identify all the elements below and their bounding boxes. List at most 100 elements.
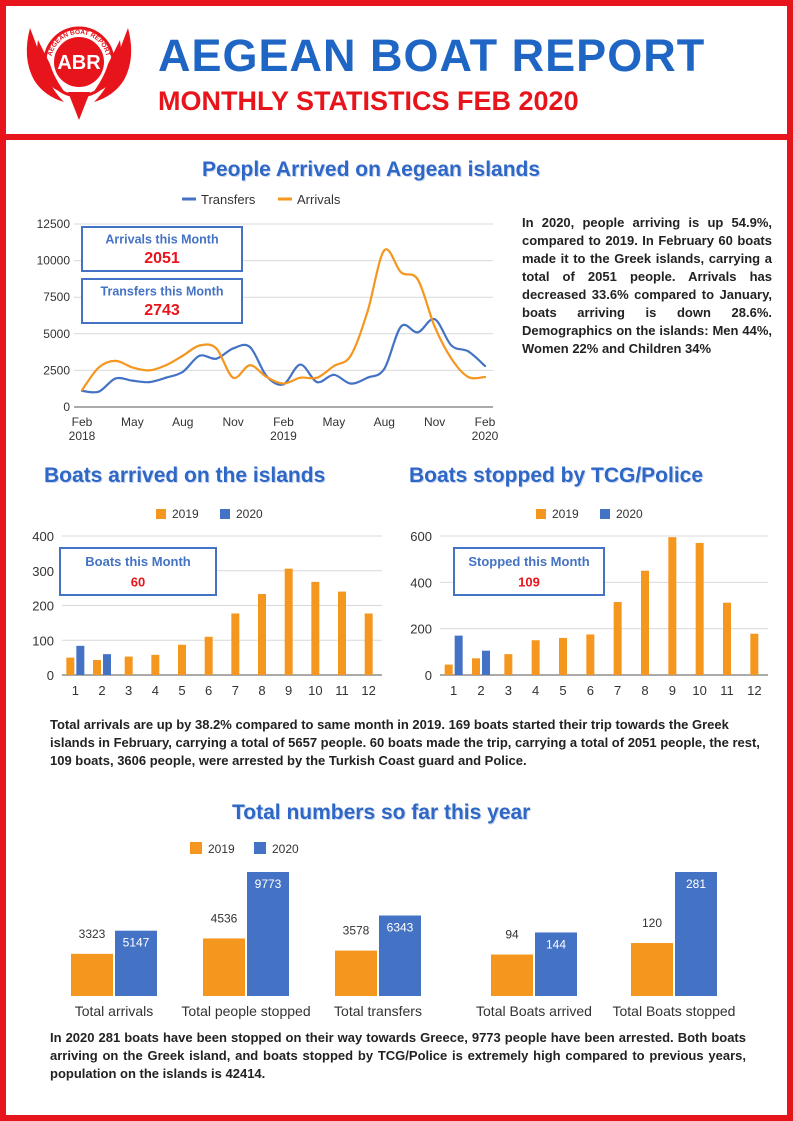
- legend-swatch-2020: [600, 509, 610, 519]
- bar-2019-month-4: [151, 654, 160, 675]
- bar-2020-total-transfers: [379, 915, 421, 996]
- data-point-transfers: [114, 377, 117, 380]
- report-title: AEGEAN BOAT REPORT: [158, 30, 706, 81]
- data-point-arrivals: [349, 354, 352, 357]
- abr-logo: ABR AEGEAN BOAT REPORT: [26, 26, 132, 120]
- x-tick-label: Feb: [475, 415, 496, 429]
- x-tick-label: 11: [720, 683, 734, 698]
- data-point-arrivals: [232, 376, 235, 379]
- bar-2019-month-4: [531, 640, 540, 675]
- y-tick-label: 10000: [37, 254, 71, 268]
- stopped-month-box: [453, 547, 605, 596]
- x-tick-label: Total people stopped: [181, 1003, 310, 1019]
- bar-2019-month-3: [504, 654, 513, 675]
- data-point-transfers: [450, 344, 453, 347]
- x-tick-label: Total Boats arrived: [476, 1003, 592, 1019]
- data-point-arrivals: [248, 364, 252, 367]
- y-tick-label: 200: [410, 622, 432, 637]
- x-tick-label: Feb: [72, 415, 93, 429]
- data-point-arrivals: [416, 278, 419, 281]
- data-point-arrivals: [80, 389, 84, 392]
- data-label: 9773: [255, 877, 282, 891]
- legend-swatch-2019: [536, 509, 546, 519]
- legend-label-2019: 2019: [172, 507, 199, 521]
- data-label: 5147: [123, 936, 150, 950]
- x-tick-year-label: 2019: [270, 429, 297, 443]
- data-point-arrivals: [131, 366, 134, 369]
- x-tick-year-label: 2020: [472, 429, 499, 443]
- data-label: 3578: [343, 924, 370, 938]
- x-tick-label: 6: [205, 683, 212, 698]
- x-tick-label: 4: [532, 683, 539, 698]
- bar-2019-month-5: [178, 644, 186, 675]
- bar-2019-month-6: [204, 636, 213, 675]
- data-point-transfers: [383, 367, 386, 371]
- boats-month-value: 60: [131, 575, 145, 590]
- x-tick-label: 7: [614, 683, 621, 698]
- bar-2019-total-boats-arrived: [491, 954, 533, 996]
- data-point-arrivals: [483, 375, 487, 379]
- x-tick-label: 10: [308, 683, 322, 698]
- x-tick-label: 1: [72, 683, 79, 698]
- y-tick-label: 600: [410, 529, 432, 544]
- y-tick-label: 400: [410, 575, 432, 590]
- section2-paragraph: Total arrivals are up by 38.2% compared …: [50, 717, 760, 768]
- x-tick-label: 10: [692, 683, 706, 698]
- bar-2019-total-transfers: [335, 950, 377, 996]
- legend-swatch-2019: [190, 842, 202, 854]
- x-tick-label: May: [323, 415, 346, 429]
- transfers-month-label: Transfers this Month: [101, 285, 224, 299]
- data-point-transfers: [248, 345, 252, 349]
- x-tick-label: 9: [669, 683, 676, 698]
- x-tick-label: 3: [505, 683, 512, 698]
- bar-2019-month-1: [66, 657, 75, 675]
- x-tick-label: Total transfers: [334, 1003, 422, 1019]
- data-point-arrivals: [299, 376, 302, 379]
- transfers-month-box: [81, 278, 243, 324]
- y-tick-label: 400: [32, 529, 54, 544]
- bar-2019-total-arrivals: [71, 953, 113, 996]
- legend-label-2019: 2019: [208, 842, 235, 856]
- data-point-arrivals: [332, 364, 335, 368]
- stopped-month-value: 109: [518, 575, 540, 590]
- y-tick-label: 0: [425, 668, 432, 683]
- bar-2020-month-2: [482, 650, 490, 675]
- data-point-transfers: [483, 364, 487, 368]
- x-tick-label: 4: [152, 683, 159, 698]
- stopped-month-label: Stopped this Month: [468, 554, 589, 569]
- bar-2019-month-6: [586, 634, 595, 675]
- bar-2019-month-3: [124, 656, 133, 675]
- data-point-transfers: [315, 381, 319, 384]
- data-point-transfers: [433, 318, 436, 321]
- x-tick-label: 6: [587, 683, 594, 698]
- data-point-transfers: [467, 350, 470, 353]
- x-tick-label: 8: [258, 683, 265, 698]
- x-tick-label: 11: [335, 683, 349, 698]
- y-tick-label: 100: [32, 633, 54, 648]
- bar-2019-month-12: [750, 633, 759, 675]
- bar-2019-month-7: [613, 602, 622, 675]
- report-subtitle: MONTHLY STATISTICS FEB 2020: [158, 86, 579, 116]
- x-tick-label: 2: [98, 683, 105, 698]
- y-tick-label: 5000: [43, 327, 70, 341]
- y-tick-label: 12500: [37, 217, 71, 231]
- data-point-arrivals: [282, 382, 285, 385]
- bar-2019-month-10: [695, 542, 704, 675]
- y-tick-label: 200: [32, 599, 54, 614]
- legend-label-2020: 2020: [272, 842, 299, 856]
- y-tick-label: 300: [32, 564, 54, 579]
- legend-label-arrivals: Arrivals: [297, 192, 341, 207]
- data-point-transfers: [416, 331, 419, 334]
- y-tick-label: 7500: [43, 290, 70, 304]
- x-tick-label: Total arrivals: [75, 1003, 154, 1019]
- data-point-arrivals: [467, 375, 470, 379]
- y-tick-label: 0: [47, 668, 54, 683]
- data-label: 144: [546, 937, 566, 951]
- data-point-transfers: [148, 381, 151, 384]
- data-point-arrivals: [114, 359, 117, 362]
- arrivals-month-value: 2051: [144, 250, 180, 267]
- bar-2020-month-2: [103, 654, 111, 675]
- totals-bar-chart: 3323 5147 Total arrivals 4536 9773 Total peop…: [71, 842, 735, 1019]
